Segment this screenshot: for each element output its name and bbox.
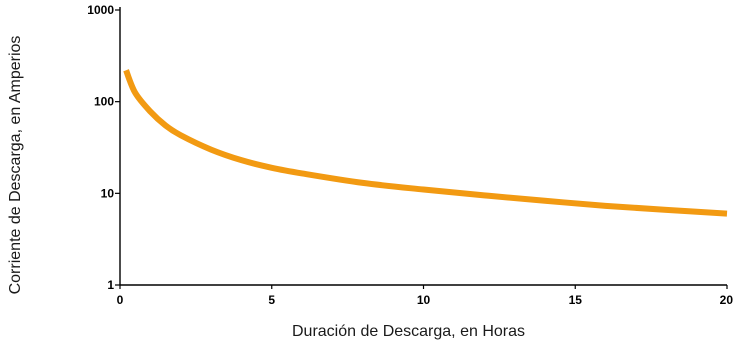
series-line — [123, 69, 728, 217]
axes — [119, 7, 727, 286]
y-tick-label: 100 — [94, 95, 114, 109]
y-axis-title: Corriente de Descarga, en Amperios — [7, 36, 24, 295]
x-tick-label: 15 — [569, 293, 583, 307]
x-tick-label: 0 — [117, 293, 124, 307]
x-axis-title: Duración de Descarga, en Horas — [292, 323, 525, 340]
y-tick-label: 1000 — [87, 3, 114, 17]
y-tick-label: 1 — [107, 278, 114, 292]
x-tick-label: 10 — [417, 293, 431, 307]
series — [123, 69, 728, 217]
y-tick-label: 10 — [101, 186, 115, 200]
x-ticks: 0 5 10 15 20 — [117, 285, 734, 307]
y-ticks: 1 10 100 1000 — [87, 3, 120, 292]
x-tick-label: 5 — [268, 293, 275, 307]
x-tick-label: 20 — [720, 293, 734, 307]
